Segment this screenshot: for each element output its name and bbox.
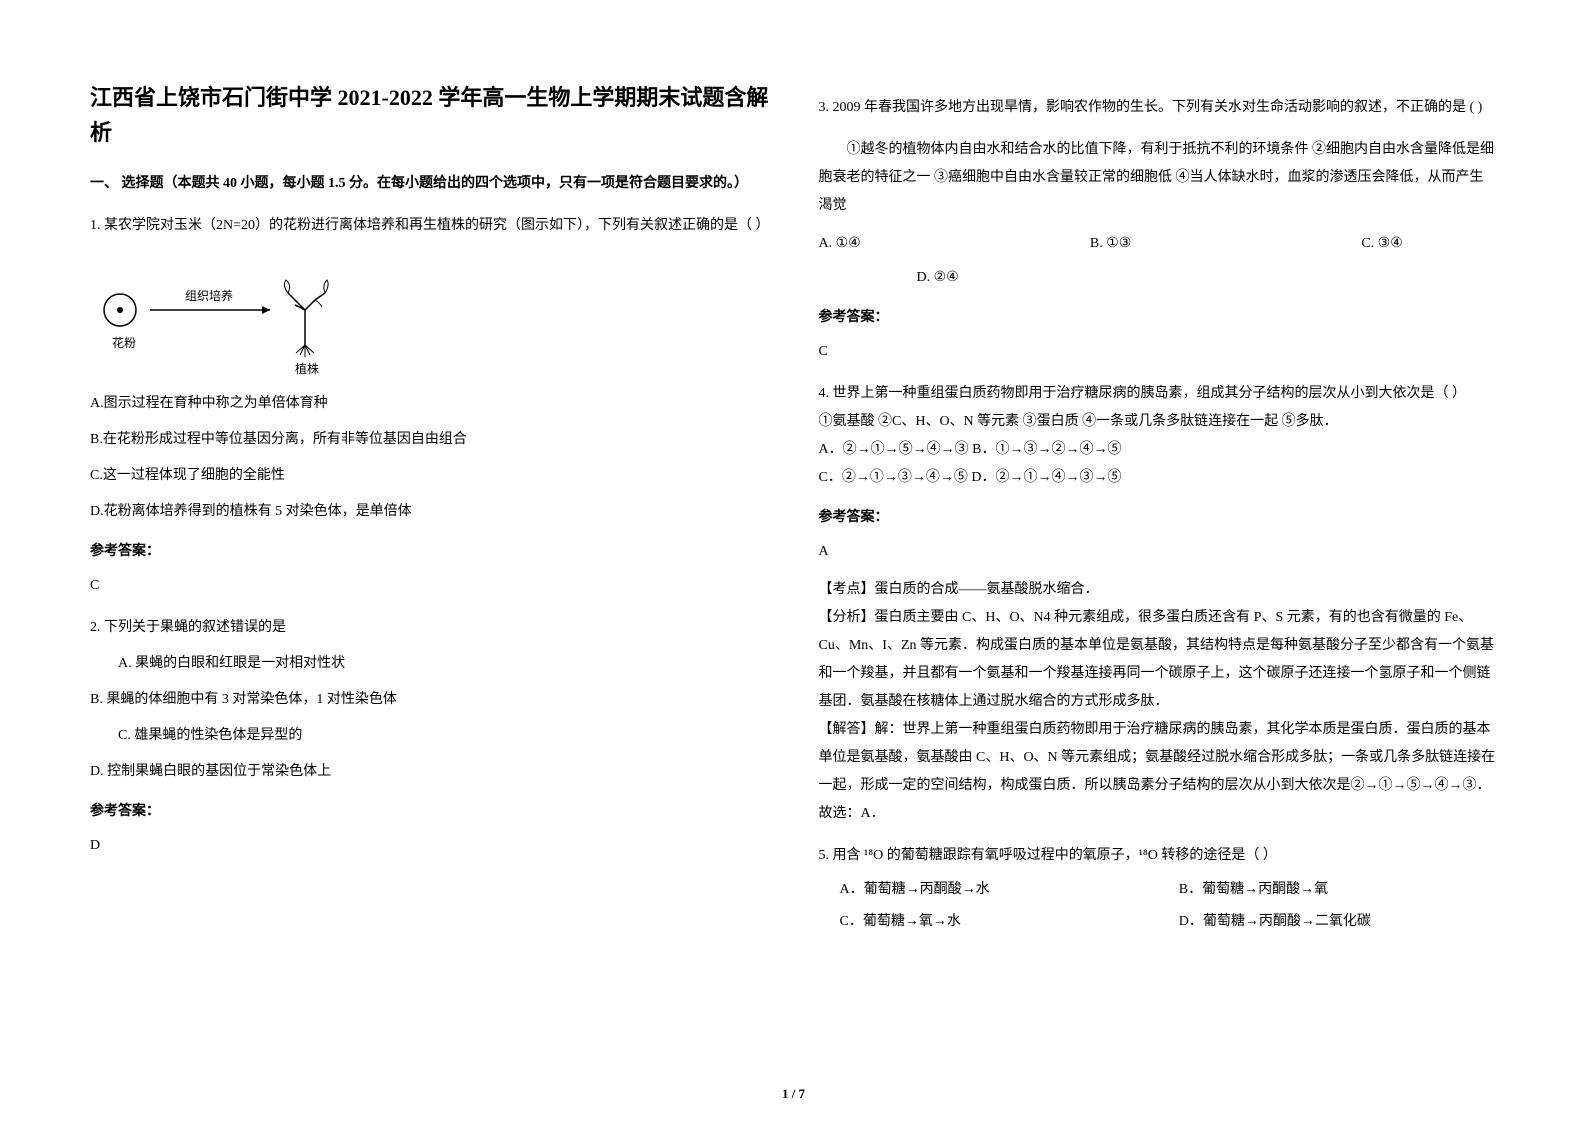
q2-option-c: C. 雄果蝇的性染色体是异型的	[90, 722, 769, 750]
q3-option-c: C. ③④	[1361, 230, 1497, 258]
q4-answer: A	[819, 538, 1498, 566]
question-3: 3. 2009 年春我国许多地方出现旱情，影响农作物的生长。下列有关水对生命活动…	[819, 94, 1498, 366]
q5-options: A．葡萄糖→丙酮酸→水 B．葡萄糖→丙酮酸→氧 C．葡萄糖→氧→水 D．葡萄糖→…	[819, 876, 1498, 936]
q2-answer-label: 参考答案：	[90, 798, 769, 826]
q1-diagram: 花粉 组织培养 植株	[90, 255, 769, 375]
q2-answer: D	[90, 832, 769, 860]
q3-option-a: A. ①④	[819, 230, 1090, 258]
q2-option-b: B. 果蝇的体细胞中有 3 对常染色体，1 对性染色体	[90, 686, 769, 714]
q5-option-a: A．葡萄糖→丙酮酸→水	[819, 876, 1158, 904]
q3-option-b: B. ①③	[1090, 230, 1361, 258]
diagram-label-plant: 植株	[295, 361, 319, 375]
section-1-header: 一、 选择题（本题共 40 小题，每小题 1.5 分。在每小题给出的四个选项中，…	[90, 170, 769, 198]
q3-answer: C	[819, 338, 1498, 366]
question-5: 5. 用含 ¹⁸O 的葡萄糖跟踪有氧呼吸过程中的氧原子，¹⁸O 转移的途径是（ …	[819, 842, 1498, 936]
q3-option-d: D. ②④	[819, 264, 1498, 292]
q3-answer-label: 参考答案：	[819, 304, 1498, 332]
q3-body: ①越冬的植物体内自由水和结合水的比值下降，有利于抵抗不利的环境条件 ②细胞内自由…	[819, 136, 1498, 220]
q1-option-c: C.这一过程体现了细胞的全能性	[90, 462, 769, 490]
q1-option-b: B.在花粉形成过程中等位基因分离，所有非等位基因自由组合	[90, 426, 769, 454]
question-1: 1. 某农学院对玉米（2N=20）的花粉进行离体培养和再生植株的研究（图示如下）…	[90, 212, 769, 600]
q5-option-b: B．葡萄糖→丙酮酸→氧	[1158, 876, 1497, 904]
diagram-label-pollen: 花粉	[112, 335, 136, 350]
q3-stem: 3. 2009 年春我国许多地方出现旱情，影响农作物的生长。下列有关水对生命活动…	[819, 94, 1498, 122]
q2-option-a: A. 果蝇的白眼和红眼是一对相对性状	[90, 650, 769, 678]
q5-option-d: D．葡萄糖→丙酮酸→二氧化碳	[1158, 908, 1497, 936]
left-column: 江西省上饶市石门街中学 2021-2022 学年高一生物上学期期末试题含解析 一…	[90, 80, 769, 1082]
document-title: 江西省上饶市石门街中学 2021-2022 学年高一生物上学期期末试题含解析	[90, 80, 769, 150]
q2-option-d: D. 控制果蝇白眼的基因位于常染色体上	[90, 758, 769, 786]
q1-stem: 1. 某农学院对玉米（2N=20）的花粉进行离体培养和再生植株的研究（图示如下）…	[90, 212, 769, 240]
q4-option-ab: A．②→①→⑤→④→③ B．①→③→②→④→⑤	[819, 436, 1498, 464]
q1-answer: C	[90, 572, 769, 600]
q5-option-c: C．葡萄糖→氧→水	[819, 908, 1158, 936]
q2-stem: 2. 下列关于果蝇的叙述错误的是	[90, 614, 769, 642]
q4-option-cd: C．②→①→③→④→⑤ D．②→①→④→③→⑤	[819, 464, 1498, 492]
q1-option-d: D.花粉离体培养得到的植株有 5 对染色体，是单倍体	[90, 498, 769, 526]
q4-analysis-2: 【解答】解：世界上第一种重组蛋白质药物即用于治疗糖尿病的胰岛素，其化学本质是蛋白…	[819, 716, 1498, 800]
q4-analysis-title: 【考点】蛋白质的合成——氨基酸脱水缩合．	[819, 576, 1498, 604]
q4-line1: ①氨基酸 ②C、H、O、N 等元素 ③蛋白质 ④一条或几条多肽链连接在一起 ⑤多…	[819, 408, 1498, 436]
diagram-label-culture: 组织培养	[185, 288, 233, 303]
q1-answer-label: 参考答案：	[90, 538, 769, 566]
q3-options-row: A. ①④ B. ①③ C. ③④	[819, 230, 1498, 258]
q4-answer-label: 参考答案：	[819, 504, 1498, 532]
q4-analysis-3: 故选：A．	[819, 800, 1498, 828]
q5-stem: 5. 用含 ¹⁸O 的葡萄糖跟踪有氧呼吸过程中的氧原子，¹⁸O 转移的途径是（ …	[819, 842, 1498, 870]
question-4: 4. 世界上第一种重组蛋白质药物即用于治疗糖尿病的胰岛素，组成其分子结构的层次从…	[819, 380, 1498, 828]
q1-option-a: A.图示过程在育种中称之为单倍体育种	[90, 390, 769, 418]
page-footer: 1 / 7	[782, 1086, 805, 1102]
q4-analysis-1: 【分析】蛋白质主要由 C、H、O、N4 种元素组成，很多蛋白质还含有 P、S 元…	[819, 604, 1498, 716]
q4-stem: 4. 世界上第一种重组蛋白质药物即用于治疗糖尿病的胰岛素，组成其分子结构的层次从…	[819, 380, 1498, 408]
right-column: 3. 2009 年春我国许多地方出现旱情，影响农作物的生长。下列有关水对生命活动…	[819, 80, 1498, 1082]
question-2: 2. 下列关于果蝇的叙述错误的是 A. 果蝇的白眼和红眼是一对相对性状 B. 果…	[90, 614, 769, 860]
